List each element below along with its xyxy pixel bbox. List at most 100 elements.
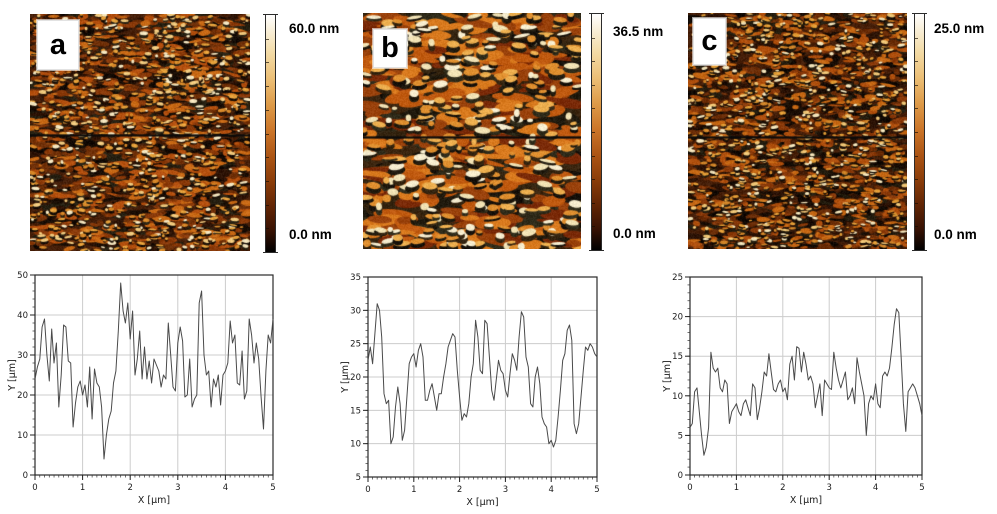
y-tick-label: 5: [356, 473, 361, 483]
panel-label-box-a: a: [37, 20, 79, 70]
y-tick-label: 20: [350, 373, 361, 383]
panel-letter-c: c: [701, 25, 718, 57]
colorbar-tick: [266, 228, 269, 229]
colorbar-top-cap: [589, 13, 604, 14]
afm-micrograph-b: b: [363, 13, 581, 249]
profile-chart-b: 0 1 2 3 4 5 5 10 15 20 25 30 35 X [µm] Y [µm]: [340, 273, 600, 508]
x-tick-label: 2: [457, 485, 462, 495]
x-axis-label: X [µm]: [790, 495, 822, 506]
x-tick-label: 2: [127, 483, 132, 493]
y-tick-label: 10: [17, 431, 28, 441]
x-tick-label: 3: [503, 485, 508, 495]
colorbar-bottom-cap: [263, 252, 278, 253]
colorbar-tick: [266, 134, 269, 135]
colorbar-min-label-a: 0.0 nm: [289, 227, 332, 242]
colorbar-bottom-cap: [589, 250, 604, 251]
colorbar-tick: [592, 38, 595, 39]
x-tick-label: 5: [594, 485, 599, 495]
y-tick-label: 40: [17, 311, 28, 321]
y-tick-label: 10: [672, 392, 683, 402]
profile-line-series: [689, 308, 923, 456]
y-tick-label: 30: [17, 351, 28, 361]
colorbar-tick: [592, 132, 595, 133]
colorbar-tick: [592, 61, 595, 62]
x-tick-label: 4: [873, 483, 878, 493]
colorbar-tick: [915, 156, 918, 157]
colorbar-max-label-a: 60.0 nm: [289, 21, 340, 36]
y-axis-label: Y [µm]: [340, 361, 351, 394]
colorbar-tick: [915, 132, 918, 133]
colorbar-tick: [592, 179, 595, 180]
afm-micrograph-c: c: [688, 13, 907, 249]
x-tick-label: 4: [548, 485, 553, 495]
y-tick-label: 25: [672, 273, 683, 283]
x-tick-label: 5: [270, 483, 275, 493]
x-tick-label: 1: [411, 485, 416, 495]
colorbar-tick: [266, 181, 269, 182]
colorbar-tick: [915, 179, 918, 180]
x-tick-label: 1: [80, 483, 85, 493]
y-tick-label: 25: [350, 340, 361, 350]
x-axis-label: X [µm]: [138, 495, 170, 506]
colorbar-tick: [266, 39, 269, 40]
x-tick-label: 4: [223, 483, 228, 493]
colorbar-tick: [592, 156, 595, 157]
panel-label-box-c: c: [693, 18, 726, 65]
x-tick-label: 2: [780, 483, 785, 493]
colorbar-max-label-c: 25.0 nm: [934, 21, 985, 36]
colorbar-tick: [915, 85, 918, 86]
x-axis-label: X [µm]: [466, 497, 498, 508]
afm-micrograph-a: a: [30, 14, 250, 251]
colorbar-tick: [915, 61, 918, 62]
y-tick-label: 50: [17, 271, 28, 281]
colorbar-tick: [915, 108, 918, 109]
colorbar-min-label-b: 0.0 nm: [613, 226, 656, 241]
colorbar-bottom-cap: [912, 250, 927, 251]
colorbar-min-label-c: 0.0 nm: [934, 227, 977, 242]
y-tick-label: 0: [678, 471, 683, 481]
y-tick-label: 20: [672, 313, 683, 323]
x-tick-label: 3: [826, 483, 831, 493]
y-tick-label: 20: [17, 391, 28, 401]
colorbar-top-cap: [263, 14, 278, 15]
colorbar-tick: [592, 108, 595, 109]
colorbar-tick: [592, 85, 595, 86]
colorbar-tick: [266, 86, 269, 87]
y-tick-label: 15: [672, 352, 683, 362]
panel-letter-b: b: [381, 32, 399, 64]
x-tick-label: 0: [687, 483, 692, 493]
colorbar-tick: [266, 110, 269, 111]
panel-letter-a: a: [49, 28, 67, 61]
colorbar-tick: [915, 226, 918, 227]
x-tick-label: 3: [175, 483, 180, 493]
y-axis-label: Y [µm]: [7, 359, 18, 392]
y-tick-label: 5: [678, 431, 683, 441]
x-tick-label: 5: [919, 483, 924, 493]
x-tick-label: 1: [734, 483, 739, 493]
colorbar-tick: [266, 62, 269, 63]
panel-label-box-b: b: [373, 29, 407, 68]
y-tick-label: 30: [350, 306, 361, 316]
y-tick-label: 10: [350, 440, 361, 450]
y-tick-label: 35: [350, 273, 361, 283]
profile-line-series: [34, 282, 274, 460]
colorbar-max-label-b: 36.5 nm: [613, 24, 664, 39]
colorbar-a: [263, 14, 278, 253]
colorbar-tick: [266, 205, 269, 206]
colorbar-tick: [915, 38, 918, 39]
y-axis-label: Y [µm]: [662, 360, 673, 393]
profile-line-series: [367, 303, 598, 448]
colorbar-tick: [266, 157, 269, 158]
y-tick-label: 15: [350, 406, 361, 416]
colorbar-tick: [592, 203, 595, 204]
x-tick-label: 0: [365, 485, 370, 495]
colorbar-tick: [915, 203, 918, 204]
y-tick-label: 0: [23, 471, 28, 481]
colorbar-c: [912, 13, 927, 251]
colorbar-b: [589, 13, 604, 251]
profile-chart-c: 0 1 2 3 4 5 0 5 10 15 20 25 X [µm] Y [µm]: [662, 273, 925, 506]
colorbar-top-cap: [912, 13, 927, 14]
colorbar-tick: [592, 226, 595, 227]
